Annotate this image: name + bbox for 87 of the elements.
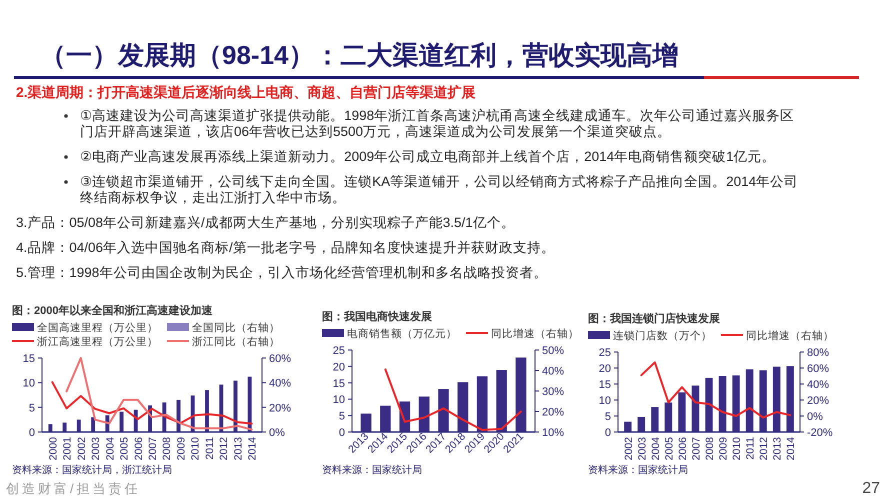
x-tick-label: 2005 bbox=[118, 436, 131, 460]
y2-tick-label: 60% bbox=[807, 363, 830, 375]
x-tick-label: 2007 bbox=[147, 436, 159, 460]
y-tick-label: 0 bbox=[604, 427, 611, 439]
x-tick-label: 2013 bbox=[232, 436, 244, 460]
text: 创造财富/担当责任 bbox=[6, 481, 141, 496]
text: 2.渠道周期：打开高速渠道后逐渐向线上电商、商超、自营门店等渠道扩展 bbox=[16, 84, 476, 100]
y2-tick-label: -20% bbox=[807, 427, 833, 439]
x-tick-label: 2003 bbox=[90, 436, 102, 460]
x-tick-label: 2011 bbox=[744, 436, 757, 460]
x-tick-label: 2011 bbox=[204, 436, 216, 460]
x-tick-label: 2014 bbox=[785, 436, 798, 460]
x-tick-label: 2006 bbox=[132, 436, 145, 460]
line-series bbox=[384, 368, 522, 431]
x-tick-label: 2012 bbox=[218, 436, 230, 460]
y-tick-label: 10 bbox=[22, 378, 35, 390]
x-tick-label: 2010 bbox=[190, 436, 202, 460]
x-tick-label: 2005 bbox=[663, 436, 676, 460]
x-tick-label: 2013 bbox=[772, 436, 784, 460]
x-tick-label: 2014 bbox=[246, 436, 259, 460]
text: ②电商产业高速发展再添线上渠道新动力。2009年公司成立电商部并上线首个店，2014年电商销售额突破1亿元。 bbox=[80, 149, 776, 164]
x-tick-label: 2004 bbox=[650, 436, 662, 460]
chart-title: 图：我国电商快速发展 bbox=[322, 310, 432, 323]
y-tick-label: 25 bbox=[598, 347, 611, 359]
y-tick-label: 5 bbox=[604, 411, 611, 423]
y-tick-label: 0 bbox=[28, 427, 35, 439]
x-tick-label: 2010 bbox=[731, 436, 744, 460]
y-tick-label: 5 bbox=[28, 402, 35, 414]
y-tick-label: 5 bbox=[338, 410, 345, 423]
text: 5.管理：1998年公司由国企改制为民企，引入市场化经营管理机制和多名战略投资者。 bbox=[16, 265, 548, 280]
y-tick-label: 25 bbox=[332, 345, 345, 357]
x-tick-label: 2004 bbox=[104, 436, 116, 460]
y2-tick-label: 0% bbox=[807, 411, 824, 423]
y2-tick-label: 60% bbox=[269, 353, 292, 365]
y2-tick-label: 40% bbox=[807, 379, 830, 391]
legend-label: 浙江高速里程（万公里） bbox=[37, 335, 158, 348]
x-tick-label: 2009 bbox=[175, 436, 188, 460]
x-tick-label: 2006 bbox=[676, 436, 689, 460]
line-series bbox=[640, 361, 792, 419]
legend-label: 浙江同比（右轴） bbox=[192, 335, 280, 348]
y2-tick-label: 80% bbox=[807, 347, 830, 359]
y2-tick-label: 40% bbox=[542, 366, 564, 378]
y2-tick-label: 20% bbox=[807, 395, 830, 407]
legend-label: 同比增速（右轴） bbox=[491, 327, 579, 340]
y2-tick-label: 20% bbox=[542, 406, 564, 418]
chart-title: 图：2000年以来全国和浙江高速建设加速 bbox=[12, 304, 214, 317]
y2-tick-label: 10% bbox=[542, 427, 564, 439]
x-tick-label: 2009 bbox=[718, 436, 730, 460]
x-tick-label: 2003 bbox=[636, 436, 648, 460]
line-series bbox=[66, 357, 253, 431]
text: 4.品牌：04/06年入选中国驰名商标/第一批老字号，品牌知名度快速提升并获财政支持。 bbox=[16, 240, 555, 255]
legend-label: 连锁门店数（万个） bbox=[613, 329, 712, 342]
text: 27 bbox=[862, 480, 880, 497]
y-tick-label: 15 bbox=[598, 379, 611, 391]
chart-title: 图：我国连锁门店快速发展 bbox=[588, 312, 720, 325]
x-tick-label: 2001 bbox=[62, 436, 74, 460]
x-tick-label: 2002 bbox=[622, 436, 635, 460]
y2-tick-label: 40% bbox=[269, 378, 292, 390]
y-tick-label: 15 bbox=[22, 353, 35, 365]
legend-label: 电商销售额（万亿元） bbox=[347, 327, 457, 340]
x-tick-label: 2000 bbox=[47, 436, 60, 460]
x-tick-label: 2008 bbox=[161, 436, 174, 460]
legend-label: 全国高速里程（万公里） bbox=[37, 321, 158, 334]
legend-label: 同比增速（右轴） bbox=[746, 329, 834, 342]
text: 资料来源：国家统计局，浙江统计局 bbox=[12, 464, 172, 476]
y-tick-label: 10 bbox=[332, 394, 345, 406]
x-tick-label: 2008 bbox=[704, 436, 716, 460]
x-tick-label: 2012 bbox=[758, 436, 770, 460]
text: 资料来源：国家统计局 bbox=[588, 464, 688, 476]
legend-label: 全国同比（右轴） bbox=[192, 321, 280, 334]
y-tick-label: 20 bbox=[332, 361, 345, 374]
y2-tick-label: 30% bbox=[542, 386, 564, 398]
y-tick-label: 20 bbox=[598, 363, 611, 375]
y-tick-label: 10 bbox=[598, 395, 611, 407]
y2-tick-label: 50% bbox=[542, 345, 564, 357]
y2-tick-label: 20% bbox=[269, 402, 292, 414]
x-tick-label: 2002 bbox=[76, 436, 88, 460]
y-tick-label: 15 bbox=[332, 378, 345, 390]
text: ①高速建设为公司高速渠道扩张提供动能。1998年浙江首条高速沪杭甬高速全线建成通车。次年公司通过嘉兴服务区门店开辟高速渠道，该店06年营收已达到5500万元，高速渠道成为公司发展第一个渠道突破点。 bbox=[80, 108, 794, 139]
text: （一）发展期（98-14）：二大渠道红利，营收实现高增 bbox=[40, 40, 678, 70]
line-series bbox=[51, 381, 253, 425]
x-tick-label: 2007 bbox=[690, 436, 702, 460]
text: 资料来源：国家统计局 bbox=[322, 464, 422, 476]
text: ③连锁超市渠道铺开，公司线下走向全国。连锁KA等渠道铺开，公司以经销商方式将粽子产品推向全国。2014年公司终结商标权争议，走出江浙打入华中市场。 bbox=[80, 174, 798, 205]
text: 3.产品：05/08年公司新建嘉兴/成都两大生产基地，分别实现粽子产能3.5/1亿个。 bbox=[16, 215, 515, 230]
y-tick-label: 0 bbox=[338, 427, 345, 439]
y2-tick-label: 0% bbox=[269, 427, 286, 439]
